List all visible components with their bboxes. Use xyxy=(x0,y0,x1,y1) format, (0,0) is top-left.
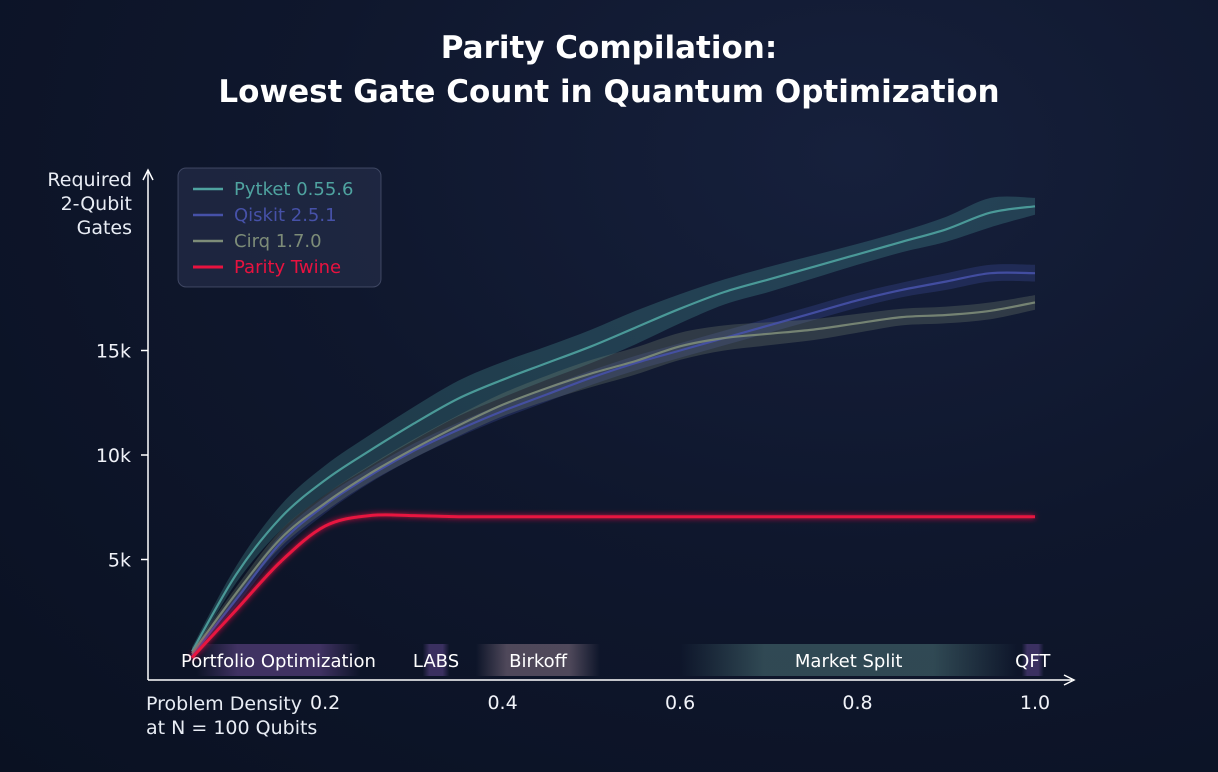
y-axis-arrow xyxy=(142,168,154,181)
x-tick-label: 0.6 xyxy=(665,692,695,714)
chart-title: Parity Compilation: xyxy=(441,30,777,66)
lines-layer xyxy=(190,205,1036,659)
legend-label: Pytket 0.55.6 xyxy=(234,179,353,200)
y-axis-label-line-3: Gates xyxy=(77,217,132,239)
series-line xyxy=(191,271,1036,657)
y-axis xyxy=(142,168,154,680)
region-label: Market Split xyxy=(795,651,903,672)
region-label: LABS xyxy=(413,651,459,672)
region-band xyxy=(422,644,450,676)
x-tick-label: 0.4 xyxy=(487,692,517,714)
series-line xyxy=(190,513,1035,659)
x-tick-label: 0.2 xyxy=(310,692,340,714)
region-band xyxy=(680,644,1018,676)
x-axis-label-line-1: Problem Density xyxy=(146,693,302,715)
y-tick-label: 5k xyxy=(108,550,131,572)
y-axis-label-line-2: 2-Qubit xyxy=(61,193,132,215)
series-line xyxy=(191,205,1036,653)
y-tick-label: 10k xyxy=(96,445,131,467)
x-tick-label: 0.8 xyxy=(842,692,872,714)
legend-label: Cirq 1.7.0 xyxy=(234,231,322,252)
x-axis xyxy=(148,674,1076,686)
regions-layer: Portfolio Optimization LABS Birkoff Market … xyxy=(181,644,1051,676)
region-label: Portfolio Optimization xyxy=(181,651,376,672)
y-tick-label: 15k xyxy=(96,341,131,363)
region-label: Birkoff xyxy=(509,651,568,672)
legend-box xyxy=(177,167,382,288)
legend: Pytket 0.55.6 Qiskit 2.5.1 Cirq 1.7.0 Parit… xyxy=(177,167,382,288)
region-band xyxy=(1021,644,1044,676)
ticks-layer: 5k 10k 15k 0.2 0.4 0.6 0.8 1.0 xyxy=(96,341,1050,715)
x-axis-label-line-2: at N = 100 Qubits xyxy=(146,717,317,739)
y-axis-label-line-1: Required xyxy=(47,169,132,191)
x-tick-label: 1.0 xyxy=(1020,692,1050,714)
region-label: QFT xyxy=(1015,651,1051,672)
region-band xyxy=(475,644,601,676)
legend-label: Qiskit 2.5.1 xyxy=(234,205,337,226)
legend-label: Parity Twine xyxy=(234,257,341,278)
legend-items: Pytket 0.55.6 Qiskit 2.5.1 Cirq 1.7.0 Parit… xyxy=(193,179,353,278)
series-line xyxy=(191,301,1036,655)
x-axis-arrow xyxy=(1063,674,1076,686)
region-band xyxy=(196,644,361,676)
chart-subtitle: Lowest Gate Count in Quantum Optimizatio… xyxy=(218,74,999,110)
